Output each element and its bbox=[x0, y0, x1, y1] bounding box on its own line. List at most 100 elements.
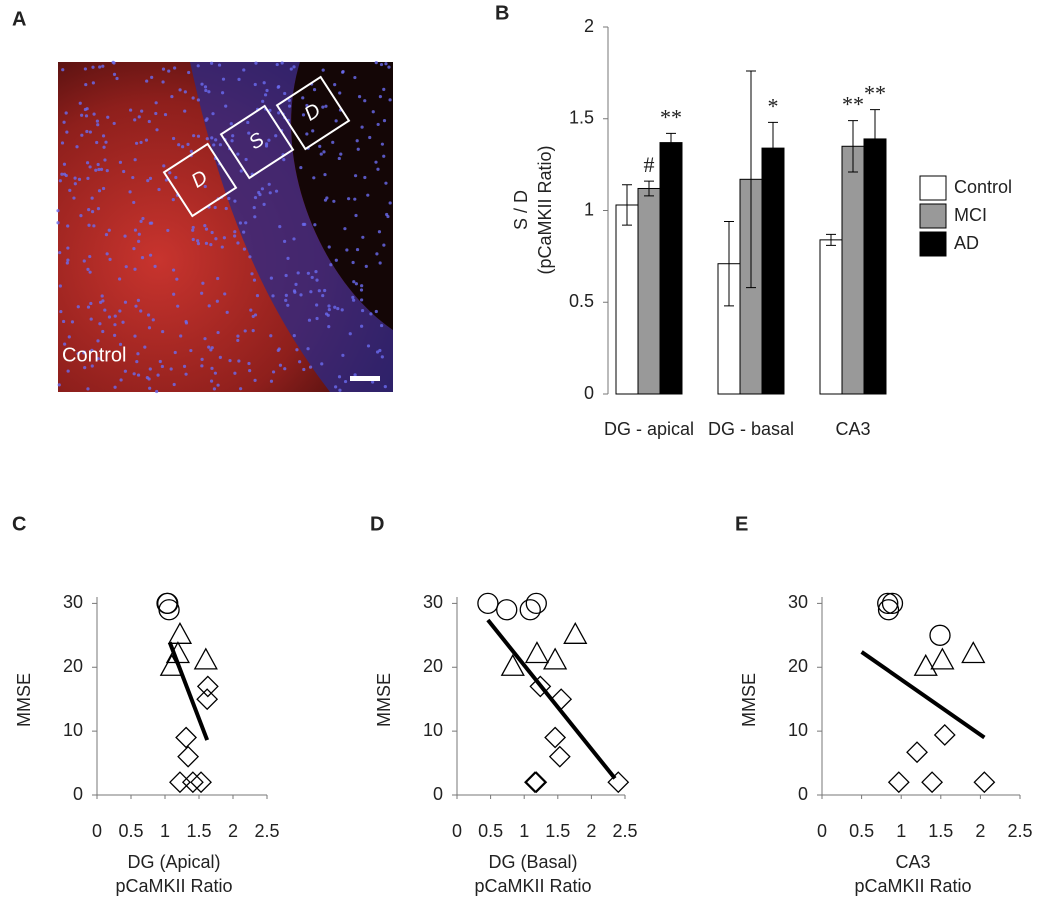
nucleus bbox=[376, 167, 380, 171]
nucleus bbox=[301, 96, 305, 100]
nucleus bbox=[204, 241, 209, 245]
nucleus bbox=[196, 134, 201, 138]
x-tick-label: 0.5 bbox=[849, 821, 874, 841]
nucleus bbox=[218, 355, 222, 359]
nucleus bbox=[203, 184, 207, 189]
nucleus bbox=[247, 361, 251, 366]
nucleus bbox=[286, 303, 290, 307]
nucleus bbox=[136, 352, 140, 356]
nucleus bbox=[175, 277, 179, 281]
nucleus bbox=[58, 179, 62, 183]
nucleus bbox=[248, 255, 252, 259]
nucleus bbox=[139, 140, 143, 145]
nucleus bbox=[287, 98, 291, 103]
nucleus bbox=[230, 139, 234, 143]
nucleus bbox=[173, 350, 177, 355]
nucleus bbox=[212, 387, 217, 391]
nucleus bbox=[62, 162, 67, 166]
nucleus bbox=[189, 348, 193, 353]
nucleus bbox=[145, 79, 149, 83]
nucleus bbox=[207, 304, 211, 308]
nucleus bbox=[284, 298, 288, 302]
nucleus bbox=[203, 85, 208, 89]
nucleus bbox=[254, 61, 258, 65]
nucleus bbox=[215, 299, 219, 303]
point bbox=[190, 771, 212, 794]
nucleus bbox=[203, 224, 207, 228]
nucleus bbox=[255, 294, 260, 298]
nucleus bbox=[90, 364, 94, 368]
nucleus bbox=[287, 104, 292, 108]
significance-mark: ** bbox=[864, 81, 886, 106]
nucleus bbox=[79, 213, 83, 218]
nucleus bbox=[233, 230, 237, 234]
nucleus bbox=[65, 261, 69, 265]
nucleus bbox=[363, 175, 367, 180]
nucleus bbox=[101, 134, 106, 138]
point bbox=[877, 592, 899, 615]
error-bar bbox=[724, 221, 734, 307]
nucleus bbox=[153, 264, 157, 269]
point bbox=[881, 592, 904, 615]
nucleus bbox=[233, 234, 237, 238]
nucleus bbox=[101, 329, 105, 334]
nucleus bbox=[323, 288, 327, 293]
nucleus bbox=[118, 342, 123, 346]
nucleus bbox=[163, 112, 168, 117]
nucleus bbox=[200, 291, 204, 295]
nucleus bbox=[87, 223, 91, 227]
nucleus bbox=[388, 98, 392, 102]
point bbox=[524, 771, 546, 794]
nucleus bbox=[323, 172, 327, 177]
nucleus bbox=[278, 363, 283, 367]
nucleus bbox=[211, 112, 215, 116]
nucleus bbox=[248, 368, 252, 373]
nucleus bbox=[277, 111, 281, 115]
x-tick-label: 2.5 bbox=[254, 821, 279, 841]
nucleus bbox=[100, 294, 104, 298]
nucleus bbox=[334, 119, 338, 123]
point bbox=[181, 771, 204, 794]
nucleus bbox=[88, 254, 92, 259]
nucleus bbox=[97, 167, 101, 172]
nucleus bbox=[196, 64, 200, 68]
x-tick-label: 0.5 bbox=[118, 821, 143, 841]
nucleus bbox=[371, 110, 375, 114]
y-axis-label: MMSE bbox=[374, 673, 394, 727]
nucleus bbox=[216, 276, 220, 281]
nucleus bbox=[252, 205, 256, 210]
nucleus bbox=[91, 81, 95, 85]
point bbox=[193, 647, 218, 670]
nucleus bbox=[73, 176, 77, 180]
nucleus bbox=[121, 320, 125, 324]
nucleus bbox=[283, 367, 287, 371]
nucleus bbox=[134, 304, 138, 308]
nucleus bbox=[320, 362, 324, 366]
nucleus bbox=[135, 360, 139, 364]
nucleus bbox=[327, 245, 331, 249]
nucleus bbox=[209, 243, 213, 247]
nucleus bbox=[136, 298, 141, 303]
nucleus bbox=[213, 371, 217, 375]
error-bar bbox=[870, 109, 880, 169]
y-tick-label: 10 bbox=[423, 720, 443, 740]
nucleus bbox=[162, 164, 166, 168]
point bbox=[913, 653, 938, 676]
nucleus bbox=[118, 160, 123, 164]
point bbox=[524, 641, 550, 664]
nucleus bbox=[384, 62, 388, 66]
nucleus bbox=[321, 105, 325, 109]
nucleus bbox=[78, 101, 82, 105]
nucleus bbox=[224, 104, 228, 108]
nucleus bbox=[348, 332, 352, 336]
significance-mark: ** bbox=[842, 92, 864, 117]
significance-mark: ** bbox=[660, 104, 682, 129]
nucleus bbox=[375, 252, 379, 256]
nucleus bbox=[298, 360, 302, 364]
nucleus bbox=[236, 152, 240, 156]
point bbox=[177, 745, 200, 768]
nucleus bbox=[140, 109, 144, 113]
nucleus bbox=[191, 225, 195, 230]
nucleus bbox=[148, 253, 153, 257]
x-tick-label: 2 bbox=[228, 821, 238, 841]
